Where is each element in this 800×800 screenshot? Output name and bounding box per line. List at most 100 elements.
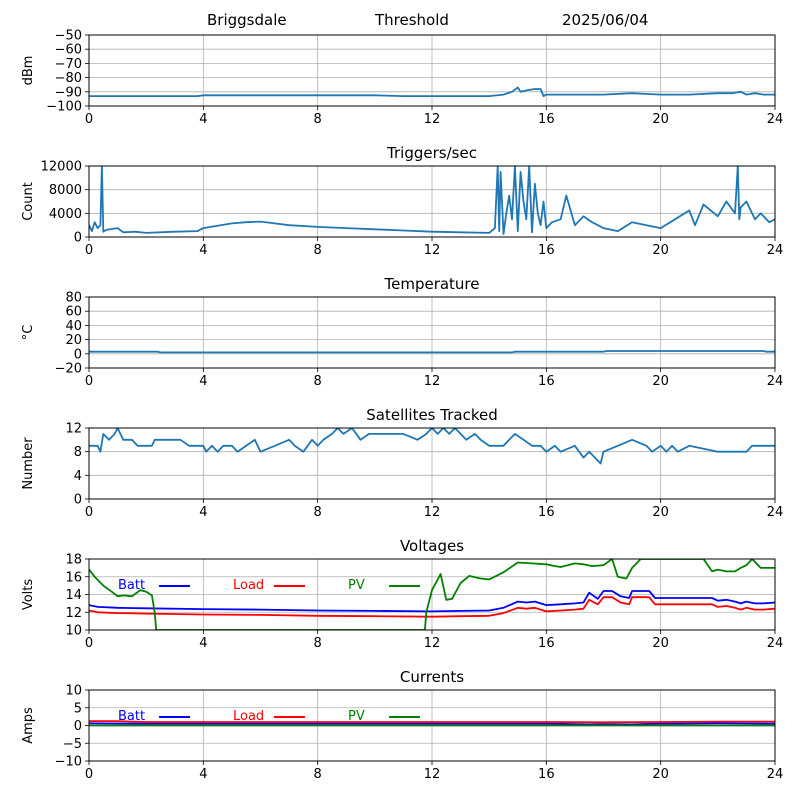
x-tick-label: 20 <box>652 767 669 782</box>
y-tick-label: 40 <box>65 319 82 334</box>
plot-area <box>89 166 775 235</box>
x-tick-label: 24 <box>767 636 784 651</box>
x-tick-label: 20 <box>652 505 669 520</box>
x-tick-label: 16 <box>538 505 555 520</box>
series-line-load <box>89 720 775 724</box>
series-line-batt <box>89 590 775 613</box>
y-tick-label: 80 <box>65 291 82 306</box>
y-tick-label: 16 <box>65 570 82 585</box>
header-mode: Threshold <box>375 11 449 29</box>
x-tick-label: 12 <box>424 112 441 127</box>
header-station: Briggsdale <box>207 11 287 29</box>
legend-label-load: Load <box>233 578 264 593</box>
y-tick-label: 0 <box>74 493 82 508</box>
y-tick-label: −20 <box>55 362 82 377</box>
y-tick-label: 60 <box>65 305 82 320</box>
x-tick-label: 12 <box>424 243 441 258</box>
y-tick-label: 4 <box>74 469 82 484</box>
panel-0: 0 4 8 12 16 20 24 −100−90−80−70−60−50 dBm <box>21 29 783 128</box>
y-axis-label: dBm <box>21 56 36 86</box>
chart-title: Voltages <box>400 537 464 555</box>
x-tick-label: 24 <box>767 112 784 127</box>
x-tick-label: 16 <box>538 636 555 651</box>
header-date: 2025/06/04 <box>562 11 649 29</box>
panel-1: 0 4 8 12 16 20 24 0 4000 8000 12000 Count Triggers/s… <box>21 144 783 258</box>
x-tick-label: 0 <box>85 243 93 258</box>
y-tick-label: 5 <box>74 701 82 716</box>
chart-title: Triggers/sec <box>386 144 477 162</box>
y-tick-label: −60 <box>55 43 82 58</box>
x-tick-label: 20 <box>652 636 669 651</box>
y-tick-label: −100 <box>46 100 82 115</box>
y-tick-label: 8000 <box>49 183 82 198</box>
x-tick-label: 12 <box>424 767 441 782</box>
y-tick-label: 4000 <box>49 207 82 222</box>
legend: Batt Load PV <box>118 709 420 724</box>
legend-label-batt: Batt <box>118 578 145 593</box>
y-axis-label: Number <box>21 437 36 490</box>
x-tick-label: 8 <box>314 767 322 782</box>
legend-label-batt: Batt <box>118 709 145 724</box>
y-tick-label: 0 <box>74 719 82 734</box>
y-tick-label: −5 <box>63 737 82 752</box>
series-line-data <box>89 428 775 465</box>
y-tick-label: 12 <box>65 422 82 437</box>
legend-label-pv: PV <box>348 578 365 593</box>
x-tick-label: 16 <box>538 374 555 389</box>
legend-label-load: Load <box>233 709 264 724</box>
y-tick-label: 10 <box>65 624 82 639</box>
panel-3: 0 4 8 12 16 20 24 0 4 8 12 Number Satellites Tracked <box>21 406 783 520</box>
series-line-batt <box>89 722 775 726</box>
y-tick-label: −50 <box>55 29 82 44</box>
plot-area <box>89 428 775 465</box>
y-tick-label: −10 <box>55 755 82 770</box>
x-tick-label: 8 <box>314 505 322 520</box>
y-axis-label: Volts <box>21 579 36 611</box>
x-tick-label: 12 <box>424 374 441 389</box>
y-axis-label: Amps <box>21 707 36 744</box>
legend: Batt Load PV <box>118 578 420 593</box>
x-tick-label: 4 <box>199 505 207 520</box>
y-tick-label: 12000 <box>41 160 82 175</box>
x-tick-label: 16 <box>538 767 555 782</box>
x-tick-label: 24 <box>767 243 784 258</box>
x-tick-label: 16 <box>538 243 555 258</box>
x-tick-label: 4 <box>199 767 207 782</box>
series-line-load <box>89 596 775 618</box>
x-tick-label: 8 <box>314 112 322 127</box>
series-line-pv <box>89 559 775 630</box>
plot-area <box>89 720 775 727</box>
y-tick-label: 14 <box>65 588 82 603</box>
x-tick-label: 24 <box>767 767 784 782</box>
x-tick-label: 4 <box>199 374 207 389</box>
series-line-data <box>89 350 775 354</box>
series-line-data <box>89 166 775 235</box>
x-tick-label: 0 <box>85 112 93 127</box>
y-tick-label: 0 <box>74 347 82 362</box>
x-tick-label: 4 <box>199 636 207 651</box>
plot-area <box>89 86 775 97</box>
x-tick-label: 8 <box>314 636 322 651</box>
y-axis-label: Count <box>21 182 36 221</box>
y-tick-label: 12 <box>65 606 82 621</box>
y-tick-label: 18 <box>65 553 82 568</box>
x-tick-label: 8 <box>314 243 322 258</box>
y-tick-label: −80 <box>55 71 82 86</box>
x-tick-label: 20 <box>652 374 669 389</box>
x-tick-label: 4 <box>199 243 207 258</box>
plot-area <box>89 559 775 630</box>
chart-title: Satellites Tracked <box>366 406 497 424</box>
y-tick-label: 20 <box>65 333 82 348</box>
series-line-data <box>89 86 775 97</box>
legend-label-pv: PV <box>348 709 365 724</box>
x-tick-label: 0 <box>85 374 93 389</box>
x-tick-label: 20 <box>652 112 669 127</box>
chart-title: Temperature <box>383 275 479 293</box>
x-tick-label: 20 <box>652 243 669 258</box>
plot-area <box>89 350 775 354</box>
chart-title: Currents <box>400 668 464 686</box>
x-tick-label: 12 <box>424 636 441 651</box>
